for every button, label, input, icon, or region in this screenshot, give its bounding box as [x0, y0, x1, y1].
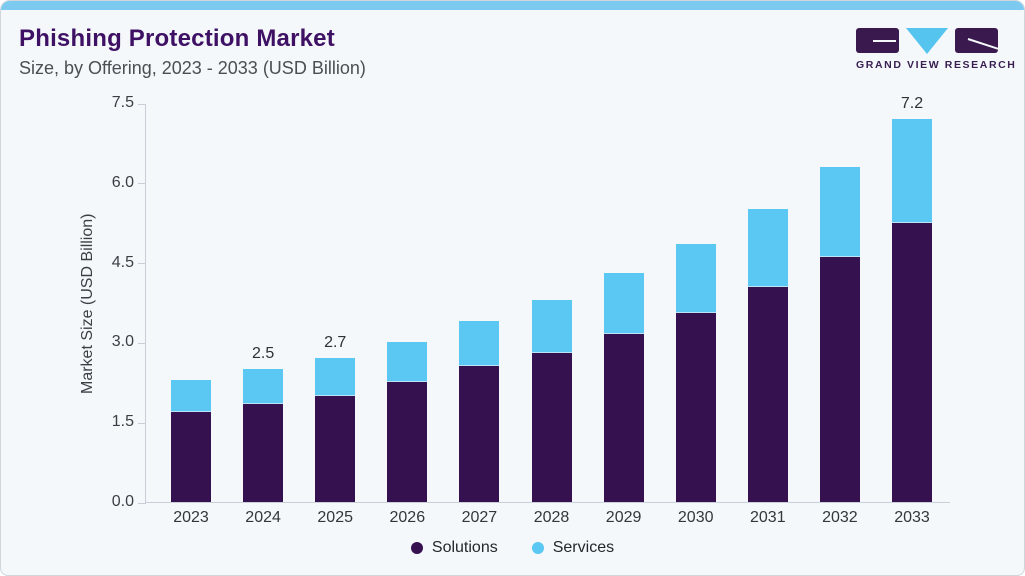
y-tick-label: 0.0	[111, 493, 134, 510]
services-swatch-icon	[531, 542, 544, 554]
data-label-2024: 2.5	[251, 345, 275, 362]
x-tick-label-2025: 2025	[317, 509, 353, 526]
bar-services-2031	[747, 209, 788, 287]
bar-services-2030	[675, 243, 716, 314]
bar-services-2026	[387, 342, 428, 383]
x-tick-label-2029: 2029	[605, 509, 642, 526]
legend-label-services: Services	[552, 539, 615, 556]
x-tick-label-2033: 2033	[894, 509, 930, 526]
y-tick-label: 1.5	[111, 413, 134, 431]
bar-services-2033	[892, 118, 932, 223]
bar-solutions-2031	[747, 286, 788, 502]
legend-item-services: Services	[531, 539, 615, 557]
bar-solutions-2032	[819, 257, 860, 502]
bar-services-2023	[171, 379, 211, 412]
bar-services-2032	[819, 166, 860, 258]
y-tick-mark	[138, 263, 146, 265]
bar-solutions-2024	[243, 403, 284, 502]
grand-view-research-logo: GRAND VIEW RESEARCH	[856, 28, 1017, 71]
data-label-2033: 7.2	[900, 94, 924, 112]
x-tick-label-2028: 2028	[533, 509, 570, 526]
top-accent-bar	[1, 1, 1024, 10]
logo-g-block-icon	[856, 28, 899, 53]
data-label-2025: 2.7	[324, 334, 347, 352]
page-subtitle: Size, by Offering, 2023 - 2033 (USD Bill…	[19, 58, 366, 78]
y-tick-mark	[138, 422, 146, 424]
legend: Solutions Services	[1, 539, 1024, 557]
x-tick-label-2032: 2032	[822, 509, 858, 526]
bar-solutions-2033	[892, 222, 932, 502]
logo-v-triangle-icon	[906, 28, 948, 54]
bar-solutions-2029	[603, 334, 644, 502]
bar-solutions-2030	[675, 313, 716, 502]
x-tick-label-2027: 2027	[461, 509, 498, 526]
legend-label-solutions: Solutions	[431, 539, 498, 556]
x-tick-label-2024: 2024	[245, 509, 281, 526]
bar-solutions-2023	[171, 411, 211, 502]
bar-services-2029	[603, 273, 644, 335]
bar-solutions-2028	[531, 353, 572, 502]
bar-services-2028	[531, 299, 572, 354]
y-tick-mark	[138, 502, 146, 504]
x-tick-label-2030: 2030	[677, 509, 714, 526]
page-title: Phishing Protection Market	[19, 25, 335, 52]
bar-services-2025	[315, 358, 356, 396]
header: Phishing Protection Market Size, by Offe…	[19, 25, 366, 79]
y-tick-mark	[138, 183, 146, 185]
bar-services-2024	[243, 369, 284, 404]
solutions-swatch-icon	[410, 542, 423, 554]
y-tick-label: 6.0	[111, 173, 134, 191]
x-tick-label-2031: 2031	[750, 509, 786, 526]
bar-solutions-2025	[315, 395, 356, 502]
y-tick-label: 3.0	[111, 333, 134, 351]
legend-item-solutions: Solutions	[410, 539, 498, 557]
y-tick-label: 7.5	[111, 94, 134, 111]
logo-r-block-icon	[955, 28, 998, 53]
y-tick-label: 4.5	[111, 253, 134, 271]
y-tick-mark	[138, 342, 146, 344]
logo-wordmark: GRAND VIEW RESEARCH	[856, 59, 1017, 71]
bar-services-2027	[459, 321, 500, 367]
y-axis-title: Market Size (USD Billion)	[79, 213, 96, 394]
logo-marks	[856, 28, 998, 54]
bar-solutions-2026	[387, 382, 428, 502]
y-tick-mark	[138, 103, 146, 105]
x-tick-label-2026: 2026	[389, 509, 426, 526]
plot-area: 0.0 1.5 3.0 4.5 6.0 7.5 2023 2024 2.5 2025 2.7 2026…	[112, 94, 950, 526]
x-tick-label-2023: 2023	[173, 509, 209, 526]
bar-solutions-2027	[459, 366, 500, 502]
